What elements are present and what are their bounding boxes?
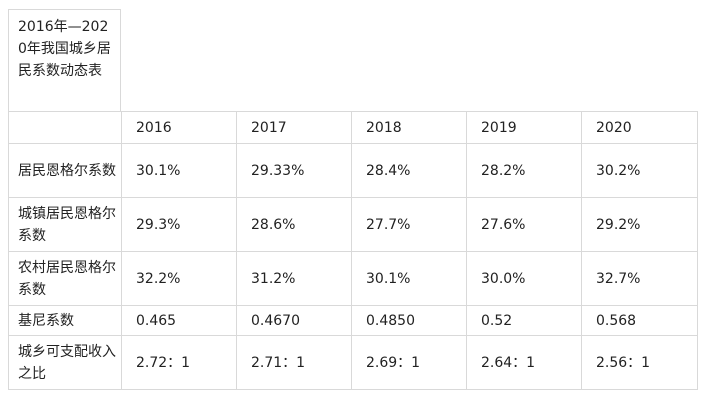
table-cell: 27.6% [466,197,582,252]
year-header-2020: 2020 [581,111,698,144]
row-label: 基尼系数 [8,305,122,336]
table-cell: 30.2% [581,143,698,198]
table-cell: 30.0% [466,251,582,306]
table-cell: 28.6% [236,197,352,252]
year-header-2017: 2017 [236,111,352,144]
table-cell: 0.4670 [236,305,352,336]
year-header-2018: 2018 [351,111,467,144]
row-label: 城乡可支配收入之比 [8,335,122,390]
table-row: 城镇居民恩格尔系数 29.3% 28.6% 27.7% 27.6% 29.2% [8,197,698,252]
table-cell: 30.1% [121,143,237,198]
table-row: 基尼系数 0.465 0.4670 0.4850 0.52 0.568 [8,305,698,336]
table-cell: 0.568 [581,305,698,336]
table-row: 居民恩格尔系数 30.1% 29.33% 28.4% 28.2% 30.2% [8,143,698,198]
table-cell: 0.4850 [351,305,467,336]
table-cell: 2.69：1 [351,335,467,390]
header-empty-cell [8,111,122,144]
table-cell: 28.4% [351,143,467,198]
table-cell: 0.465 [121,305,237,336]
table-cell: 29.33% [236,143,352,198]
table-cell: 30.1% [351,251,467,306]
table-cell: 2.56：1 [581,335,698,390]
row-label: 农村居民恩格尔系数 [8,251,122,306]
table-cell: 28.2% [466,143,582,198]
year-header-2016: 2016 [121,111,237,144]
table-row: 农村居民恩格尔系数 32.2% 31.2% 30.1% 30.0% 32.7% [8,251,698,306]
table-cell: 32.7% [581,251,698,306]
table-cell: 29.3% [121,197,237,252]
table-cell: 27.7% [351,197,467,252]
table-cell: 29.2% [581,197,698,252]
table-cell: 31.2% [236,251,352,306]
table-cell: 0.52 [466,305,582,336]
table-row: 城乡可支配收入之比 2.72：1 2.71：1 2.69：1 2.64：1 2.… [8,335,698,390]
table-cell: 32.2% [121,251,237,306]
table-cell: 2.71：1 [236,335,352,390]
table-title: 2016年—2020年我国城乡居民系数动态表 [8,9,121,112]
year-header-2019: 2019 [466,111,582,144]
row-label: 居民恩格尔系数 [8,143,122,198]
row-label: 城镇居民恩格尔系数 [8,197,122,252]
table-cell: 2.64：1 [466,335,582,390]
header-row: 2016 2017 2018 2019 2020 [8,111,698,144]
table-cell: 2.72：1 [121,335,237,390]
coefficient-table: 2016 2017 2018 2019 2020 居民恩格尔系数 30.1% 2… [8,111,698,390]
